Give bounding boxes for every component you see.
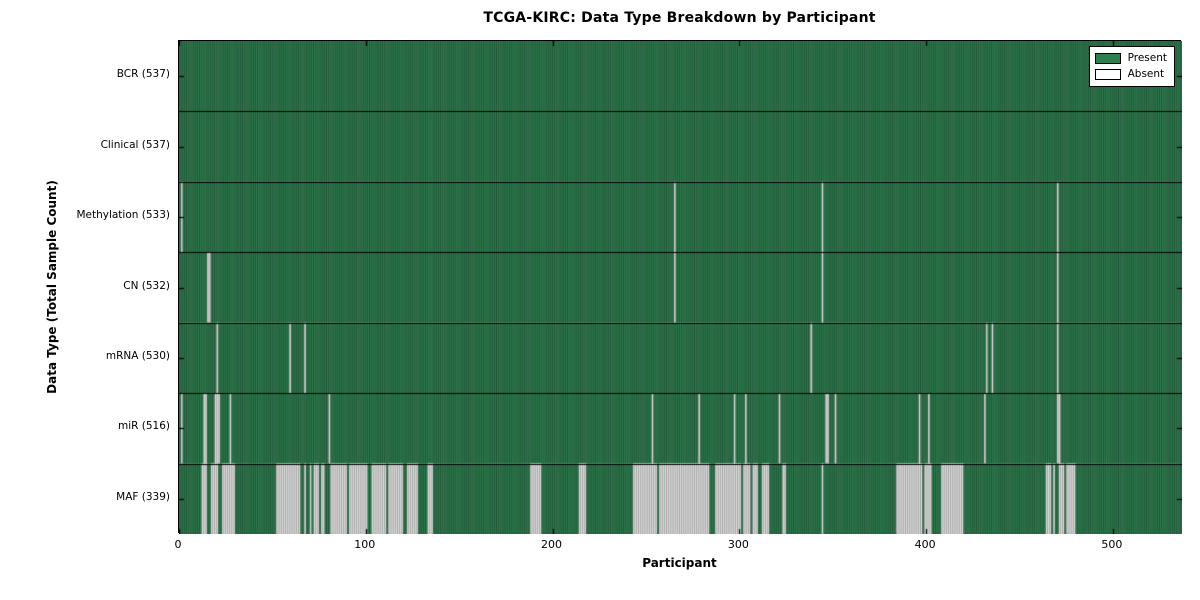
x-tick-label-300: 300 — [727, 538, 749, 551]
y-tick-label-miR: miR (516) — [117, 420, 170, 433]
legend-entry-absent: Absent — [1094, 66, 1167, 82]
y-tick-label-MAF: MAF (339) — [116, 490, 170, 503]
x-tick-label-200: 200 — [541, 538, 563, 551]
legend: Present Absent — [1088, 46, 1175, 87]
y-tick-label-Methylation: Methylation (533) — [76, 209, 170, 222]
x-tick-label-0: 0 — [174, 538, 182, 551]
y-tick-label-CN: CN (532) — [123, 279, 170, 292]
legend-entry-present: Present — [1094, 50, 1167, 66]
plot-area: Present Absent — [178, 40, 1182, 534]
heatmap-canvas — [179, 41, 1182, 534]
chart-title: TCGA-KIRC: Data Type Breakdown by Partic… — [483, 10, 876, 26]
absent-swatch-icon — [1094, 68, 1121, 80]
y-tick-label-BCR: BCR (537) — [116, 68, 170, 81]
x-tick-label-400: 400 — [914, 538, 936, 551]
legend-label-present: Present — [1127, 52, 1167, 64]
x-tick-label-500: 500 — [1101, 538, 1123, 551]
x-axis-label: Participant — [642, 556, 717, 570]
legend-label-absent: Absent — [1127, 68, 1165, 80]
y-tick-label-mRNA: mRNA (530) — [105, 349, 170, 362]
present-swatch-icon — [1094, 52, 1121, 64]
y-tick-label-Clinical: Clinical (537) — [100, 138, 170, 151]
x-tick-label-100: 100 — [354, 538, 376, 551]
